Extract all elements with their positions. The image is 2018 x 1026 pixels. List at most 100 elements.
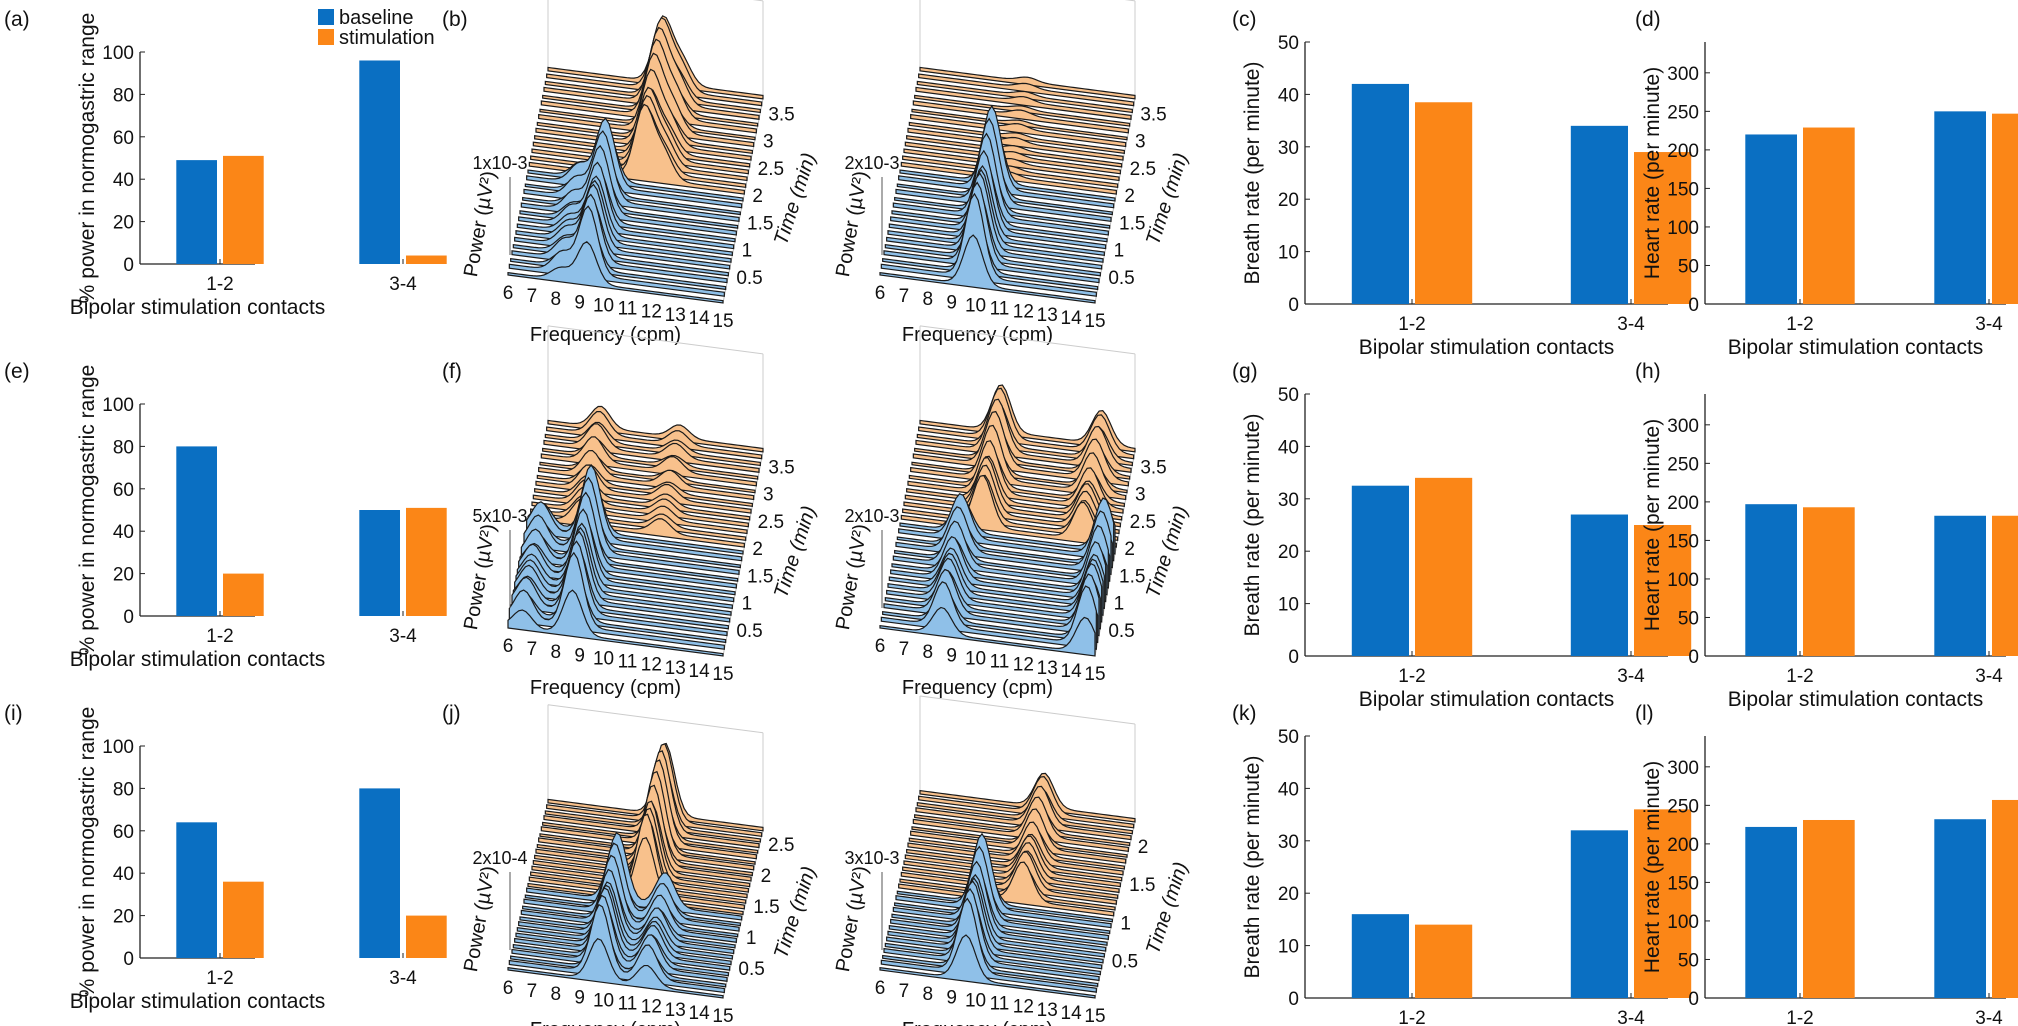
freq-tick-label: 13 bbox=[1037, 305, 1058, 326]
freq-tick-label: 11 bbox=[618, 299, 638, 320]
power-axis-label: Power (µV²) bbox=[832, 169, 872, 278]
y-tick-label: 200 bbox=[1667, 141, 1699, 162]
y-tick-label: 20 bbox=[1278, 884, 1299, 905]
bar-baseline-1-2 bbox=[1351, 914, 1409, 998]
time-tick-label: 3 bbox=[1135, 132, 1146, 153]
spectrum-baseline bbox=[510, 567, 727, 644]
time-tick-label: 3.5 bbox=[1140, 457, 1166, 478]
freq-tick-label: 9 bbox=[574, 292, 585, 313]
y-tick-label: 50 bbox=[1678, 256, 1699, 277]
y-tick-label: 300 bbox=[1667, 758, 1699, 779]
panel-label-l: (l) bbox=[1635, 702, 1654, 725]
y-tick-label: 50 bbox=[1278, 385, 1299, 406]
spectrum-baseline bbox=[510, 919, 727, 988]
freq-tick-label: 11 bbox=[618, 652, 638, 673]
y-tick-label: 40 bbox=[113, 864, 134, 885]
panel-label-c: (c) bbox=[1232, 8, 1257, 31]
y-tick-label: 0 bbox=[123, 607, 134, 628]
freq-tick-label: 14 bbox=[1061, 308, 1083, 329]
spectrum-stimulation bbox=[915, 785, 1132, 841]
spectrum-stimulation bbox=[904, 141, 1121, 175]
y-tick-label: 60 bbox=[113, 822, 134, 843]
spectrum-baseline bbox=[890, 536, 1107, 603]
bar-baseline-1-2 bbox=[1351, 485, 1409, 656]
time-tick-label: 3.5 bbox=[768, 104, 794, 125]
spectrum-stimulation bbox=[906, 833, 1123, 882]
y-tick-label: 20 bbox=[1278, 542, 1299, 563]
y-axis-label: Breath rate (per minute) bbox=[1241, 756, 1264, 979]
box-frame bbox=[1124, 0, 1136, 2]
y-tick-label: 40 bbox=[1278, 437, 1299, 458]
waterfall-b2: 6 7 8 9 10 11 12 13 14 15 Frequency (cpm) 0.5 1 1.5 2 2… bbox=[832, 0, 1192, 346]
freq-tick-label: 6 bbox=[503, 978, 514, 999]
freq-tick-label: 9 bbox=[946, 987, 957, 1008]
y-tick-label: 60 bbox=[113, 128, 134, 149]
bar-baseline-1-2 bbox=[1745, 826, 1797, 998]
spectrum-stimulation bbox=[527, 837, 744, 916]
freq-tick-label: 7 bbox=[527, 981, 538, 1002]
time-tick-label: 0.5 bbox=[736, 268, 762, 289]
time-tick-label: 3 bbox=[763, 132, 774, 153]
spectrum-baseline bbox=[888, 164, 1105, 257]
spectrum-baseline bbox=[524, 497, 741, 569]
y-tick-label: 40 bbox=[1278, 779, 1299, 800]
waterfall-f2: 6 7 8 9 10 11 12 13 14 15 Frequency (cpm) 0.5 1 1.5 2 2… bbox=[832, 325, 1192, 699]
y-tick-label: 200 bbox=[1667, 493, 1699, 514]
waterfall-b1: 6 7 8 9 10 11 12 13 14 15 Frequency (cpm) 0.5 1 1.5 2 2… bbox=[460, 0, 820, 346]
freq-tick-label: 13 bbox=[1037, 1000, 1058, 1021]
y-tick-label: 80 bbox=[113, 85, 134, 106]
y-tick-label: 20 bbox=[1278, 190, 1299, 211]
time-tick-label: 1 bbox=[1120, 913, 1131, 934]
x-tick-label: 3-4 bbox=[1975, 314, 2003, 335]
spectrum-stimulation bbox=[906, 135, 1123, 168]
bar-stimulation-1-2 bbox=[223, 155, 264, 264]
bar-baseline-3-4 bbox=[1934, 819, 1986, 998]
bar-baseline-1-2 bbox=[1745, 504, 1797, 656]
x-tick-label: 3-4 bbox=[1617, 314, 1645, 335]
y-tick-label: 100 bbox=[1667, 218, 1699, 239]
y-tick-label: 0 bbox=[1288, 989, 1299, 1010]
y-tick-label: 0 bbox=[1688, 647, 1699, 668]
bar-stimulation-1-2 bbox=[1415, 477, 1473, 656]
spectrum-baseline bbox=[519, 168, 736, 243]
x-tick-label: 3-4 bbox=[389, 274, 417, 295]
spectrum-baseline bbox=[512, 546, 729, 630]
panel-label-i: (i) bbox=[4, 702, 23, 725]
spectrum-baseline bbox=[890, 149, 1107, 250]
x-axis-label: Bipolar stimulation contacts bbox=[70, 648, 326, 671]
time-tick-label: 0.5 bbox=[1108, 268, 1134, 289]
power-axis-label: Power (µV²) bbox=[832, 522, 872, 631]
legend-label-stimulation: stimulation bbox=[339, 27, 435, 49]
legend-label-baseline: baseline bbox=[339, 7, 414, 29]
bar-baseline-1-2 bbox=[176, 160, 217, 264]
x-tick-label: 1-2 bbox=[1786, 1008, 1813, 1026]
freq-tick-label: 9 bbox=[946, 645, 957, 666]
spectrum-stimulation bbox=[900, 851, 1117, 905]
freq-tick-label: 8 bbox=[922, 984, 933, 1005]
freq-tick-label: 15 bbox=[712, 311, 733, 332]
freq-tick-label: 10 bbox=[965, 295, 986, 316]
freq-axis-label: Frequency (cpm) bbox=[902, 677, 1053, 699]
waterfall-f1: 6 7 8 9 10 11 12 13 14 15 Frequency (cpm) 0.5 1 1.5 2 2… bbox=[460, 325, 820, 699]
spectrum-stimulation bbox=[902, 850, 1119, 899]
box-frame bbox=[547, 704, 764, 734]
time-tick-label: 0.5 bbox=[1108, 621, 1134, 642]
panel-label-h: (h) bbox=[1635, 360, 1661, 383]
time-tick-label: 2 bbox=[752, 539, 763, 560]
panel-labels: (a) (b) (c) (d) (e) (f) (g) (h) (i) (j) … bbox=[4, 8, 1661, 725]
freq-tick-label: 12 bbox=[641, 997, 662, 1018]
y-axis-label: % power in normogastric range bbox=[76, 707, 99, 998]
spectrum-baseline bbox=[526, 832, 743, 921]
time-tick-label: 1 bbox=[1114, 241, 1125, 262]
freq-tick-label: 13 bbox=[665, 658, 686, 679]
legend: baseline stimulation bbox=[318, 7, 435, 49]
bar-stimulation-1-2 bbox=[1803, 819, 1855, 998]
bar-stimulation-3-4 bbox=[1634, 525, 1692, 656]
spectrum-baseline bbox=[887, 168, 1104, 263]
freq-tick-label: 8 bbox=[550, 984, 561, 1005]
freq-tick-label: 15 bbox=[1084, 1006, 1105, 1026]
